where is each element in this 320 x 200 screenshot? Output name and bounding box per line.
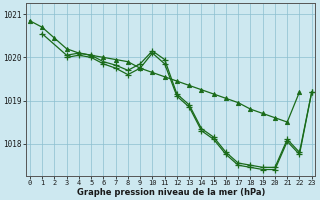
X-axis label: Graphe pression niveau de la mer (hPa): Graphe pression niveau de la mer (hPa)	[76, 188, 265, 197]
